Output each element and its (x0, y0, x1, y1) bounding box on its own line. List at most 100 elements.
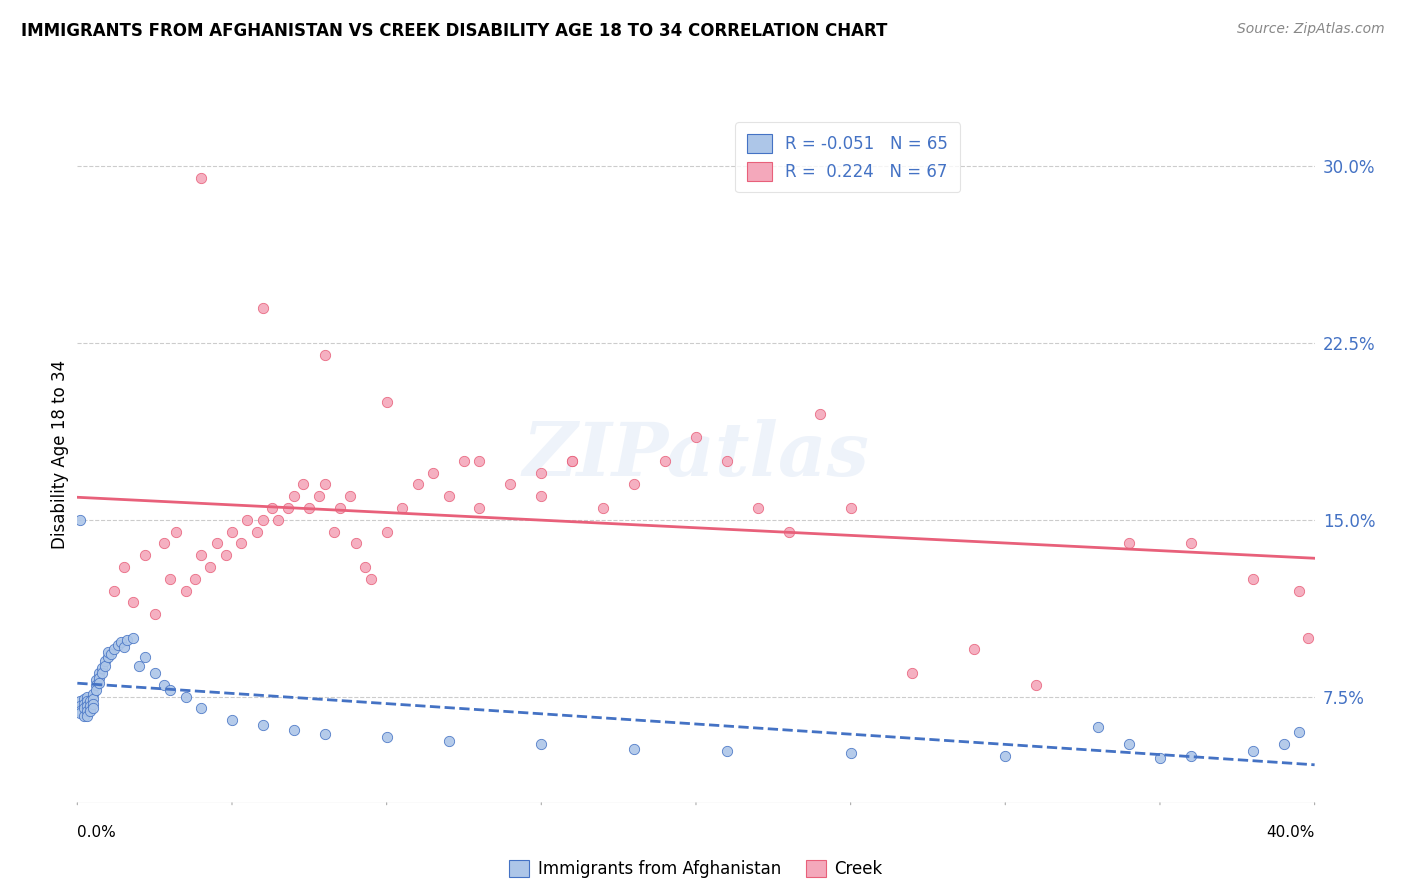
Point (323, 524, 346, 539)
Point (159, 572, 181, 586)
Point (839, 500, 862, 515)
Point (375, 395, 398, 409)
Point (205, 536, 228, 550)
Point (69, 699, 91, 714)
Point (778, 524, 800, 539)
Point (808, 407, 831, 421)
Point (623, 477, 645, 491)
Point (314, 348, 336, 362)
Point (174, 583, 197, 598)
Point (716, 454, 738, 468)
Point (110, 635, 132, 649)
Point (165, 524, 187, 539)
Point (79, 704, 101, 718)
Text: IMMIGRANTS FROM AFGHANISTAN VS CREEK DISABILITY AGE 18 TO 34 CORRELATION CHART: IMMIGRANTS FROM AFGHANISTAN VS CREEK DIS… (21, 22, 887, 40)
Point (252, 301, 274, 315)
Point (76, 704, 98, 718)
Point (190, 548, 212, 562)
Point (200, 560, 222, 574)
Point (87, 666, 110, 681)
Point (112, 640, 135, 654)
Point (153, 536, 176, 550)
Point (134, 649, 156, 664)
Point (246, 524, 269, 539)
Point (84, 673, 107, 688)
Point (561, 454, 583, 468)
Point (1118, 536, 1140, 550)
Point (360, 572, 382, 586)
Point (190, 170, 212, 185)
Point (134, 548, 156, 562)
Point (499, 477, 522, 491)
Point (391, 500, 413, 515)
Point (277, 500, 299, 515)
Point (94, 654, 117, 668)
Point (283, 489, 305, 503)
Point (375, 524, 398, 539)
Point (292, 477, 315, 491)
Point (236, 513, 259, 527)
Point (153, 678, 176, 692)
Text: 0.0%: 0.0% (77, 825, 117, 840)
Point (143, 666, 166, 681)
Point (82, 687, 104, 701)
Point (314, 477, 336, 491)
Point (654, 454, 676, 468)
Y-axis label: Disability Age 18 to 34: Disability Age 18 to 34 (51, 360, 69, 549)
Point (72, 697, 94, 711)
Point (122, 631, 145, 645)
Point (1180, 748, 1202, 763)
Point (530, 466, 553, 480)
Point (231, 536, 253, 550)
Point (283, 723, 305, 737)
Point (453, 454, 475, 468)
Point (76, 694, 98, 708)
Text: ZIPatlas: ZIPatlas (523, 418, 869, 491)
Text: 40.0%: 40.0% (1267, 825, 1315, 840)
Point (97, 645, 120, 659)
Point (82, 701, 104, 715)
Point (100, 647, 122, 661)
Point (112, 560, 135, 574)
Point (122, 595, 145, 609)
Point (1241, 572, 1264, 586)
Point (422, 466, 444, 480)
Point (107, 638, 129, 652)
Point (437, 734, 460, 748)
Point (69, 706, 91, 721)
Point (1241, 744, 1264, 758)
Point (1272, 737, 1295, 751)
Legend: R = -0.051   N = 65, R =  0.224   N = 67: R = -0.051 N = 65, R = 0.224 N = 67 (735, 122, 960, 193)
Point (747, 500, 769, 515)
Point (184, 572, 207, 586)
Point (159, 682, 181, 697)
Point (69, 704, 91, 718)
Point (87, 671, 110, 685)
Point (298, 500, 321, 515)
Text: Source: ZipAtlas.com: Source: ZipAtlas.com (1237, 22, 1385, 37)
Point (128, 659, 150, 673)
Point (84, 682, 107, 697)
Point (252, 513, 274, 527)
Point (91, 666, 114, 681)
Point (963, 642, 986, 657)
Point (76, 708, 98, 723)
Point (406, 477, 429, 491)
Point (1118, 737, 1140, 751)
Point (901, 666, 924, 681)
Point (84, 678, 107, 692)
Point (76, 699, 98, 714)
Point (344, 536, 367, 550)
Point (76, 690, 98, 704)
Point (82, 697, 104, 711)
Point (1087, 720, 1109, 734)
Point (468, 454, 491, 468)
Point (91, 661, 114, 675)
Point (103, 583, 125, 598)
Point (530, 737, 553, 751)
Point (262, 500, 284, 515)
Point (437, 489, 460, 503)
Point (221, 524, 243, 539)
Point (561, 454, 583, 468)
Point (1298, 631, 1320, 645)
